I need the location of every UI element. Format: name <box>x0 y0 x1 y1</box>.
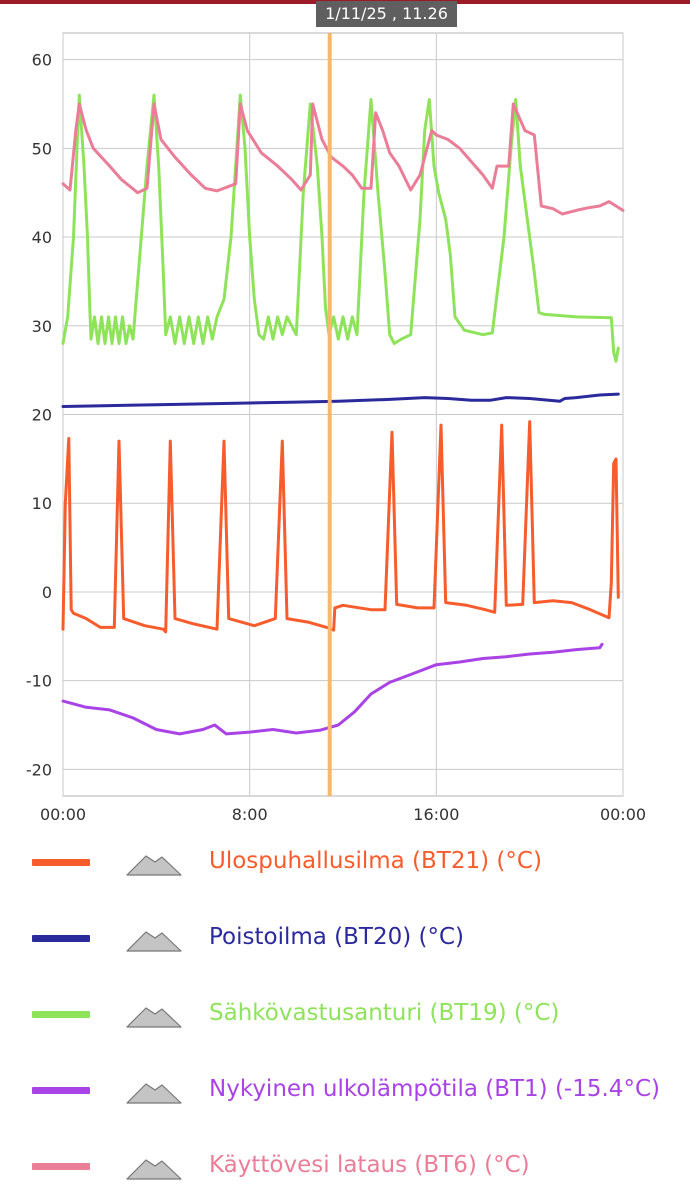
mountain-icon[interactable] <box>126 928 182 952</box>
legend-label: Käyttövesi lataus (BT6) (°C) <box>209 1152 530 1178</box>
cursor-time-label: 1/11/25 , 11.26 <box>316 1 457 27</box>
x-tick-label: 16:00 <box>413 805 459 824</box>
mountain-icon[interactable] <box>126 852 182 876</box>
x-tick-label: 00:00 <box>600 805 646 824</box>
legend-swatch <box>32 1011 90 1018</box>
series-line-2[interactable] <box>61 93 620 363</box>
legend-label: Poistoilma (BT20) (°C) <box>209 924 465 950</box>
legend-item[interactable]: Käyttövesi lataus (BT6) (°C) <box>0 1136 690 1196</box>
legend-item[interactable]: Poistoilma (BT20) (°C) <box>0 908 690 968</box>
y-tick-label: -20 <box>26 760 52 779</box>
legend-swatch <box>32 1087 90 1094</box>
legend-swatch <box>32 859 90 866</box>
legend-item[interactable]: Ulospuhallusilma (BT21) (°C) <box>0 832 690 892</box>
y-tick-label: 40 <box>32 228 52 247</box>
y-tick-label: 0 <box>42 583 52 602</box>
legend-swatch <box>32 935 90 942</box>
y-tick-label: 50 <box>32 139 52 158</box>
series-line-1[interactable] <box>61 392 620 408</box>
y-tick-label: 10 <box>32 494 52 513</box>
series-line-4[interactable] <box>61 102 625 216</box>
x-axis-ticks: 00:00 8:00 16:00 00:00 <box>40 805 646 824</box>
x-tick-label: 8:00 <box>232 805 268 824</box>
mountain-icon[interactable] <box>126 1080 182 1104</box>
legend-label: Nykyinen ulkolämpötila (BT1) (-15.4°C) <box>209 1076 660 1102</box>
series-line-3[interactable] <box>61 642 604 736</box>
y-tick-label: 30 <box>32 317 52 336</box>
legend-label: Ulospuhallusilma (BT21) (°C) <box>209 848 542 874</box>
chart-series <box>61 93 625 736</box>
series-line-0[interactable] <box>61 420 620 634</box>
line-chart[interactable]: -20 -10 0 10 20 30 40 50 60 00:00 8:00 16:00 00:00 <box>0 0 690 840</box>
y-axis-ticks: -20 -10 0 10 20 30 40 50 60 <box>26 51 52 780</box>
y-tick-label: 20 <box>32 406 52 425</box>
y-tick-label: 60 <box>32 51 52 70</box>
y-tick-label: -10 <box>26 672 52 691</box>
legend-item[interactable]: Sähkövastusanturi (BT19) (°C) <box>0 984 690 1044</box>
chart-grid <box>62 32 624 797</box>
legend-label: Sähkövastusanturi (BT19) (°C) <box>209 1000 560 1026</box>
legend-item[interactable]: Nykyinen ulkolämpötila (BT1) (-15.4°C) <box>0 1060 690 1120</box>
legend-swatch <box>32 1163 90 1170</box>
mountain-icon[interactable] <box>126 1156 182 1180</box>
mountain-icon[interactable] <box>126 1004 182 1028</box>
x-tick-label: 00:00 <box>40 805 86 824</box>
